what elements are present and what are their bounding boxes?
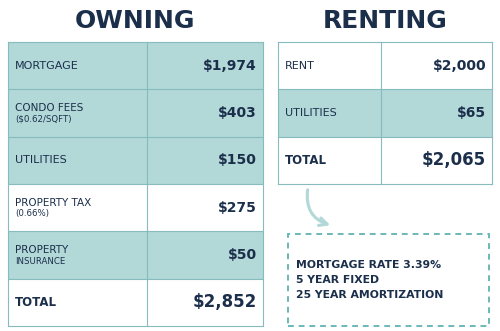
Text: $275: $275: [218, 201, 257, 215]
Text: $1,974: $1,974: [203, 59, 257, 73]
Text: $2,852: $2,852: [193, 293, 257, 311]
FancyBboxPatch shape: [288, 234, 489, 326]
Bar: [278, 42, 492, 89]
Text: TOTAL: TOTAL: [285, 154, 327, 167]
Bar: [8, 231, 263, 279]
Bar: [8, 184, 263, 231]
Bar: [8, 42, 263, 89]
FancyArrowPatch shape: [307, 190, 327, 225]
Text: $2,065: $2,065: [422, 151, 486, 169]
Text: (0.66%): (0.66%): [15, 209, 49, 218]
Text: RENTING: RENTING: [322, 9, 448, 33]
Text: TOTAL: TOTAL: [15, 296, 57, 309]
Text: UTILITIES: UTILITIES: [15, 155, 67, 165]
Text: MORTGAGE: MORTGAGE: [15, 61, 79, 71]
Text: $65: $65: [457, 106, 486, 120]
Text: PROPERTY TAX: PROPERTY TAX: [15, 198, 91, 208]
Bar: [8, 279, 263, 326]
Text: ($0.62/SQFT): ($0.62/SQFT): [15, 115, 72, 123]
Text: MORTGAGE RATE 3.39%: MORTGAGE RATE 3.39%: [296, 260, 441, 270]
Text: $50: $50: [228, 248, 257, 262]
Text: 5 YEAR FIXED: 5 YEAR FIXED: [296, 275, 379, 285]
Bar: [8, 137, 263, 184]
Bar: [278, 89, 492, 137]
Text: PROPERTY: PROPERTY: [15, 245, 68, 255]
Text: RENT: RENT: [285, 61, 315, 71]
Text: INSURANCE: INSURANCE: [15, 257, 66, 265]
Text: $150: $150: [218, 153, 257, 167]
Text: $2,000: $2,000: [432, 59, 486, 73]
Bar: [8, 89, 263, 137]
Bar: [278, 137, 492, 184]
Text: $403: $403: [218, 106, 257, 120]
Text: OWNING: OWNING: [75, 9, 196, 33]
Text: 25 YEAR AMORTIZATION: 25 YEAR AMORTIZATION: [296, 290, 444, 300]
Text: CONDO FEES: CONDO FEES: [15, 103, 84, 113]
Text: UTILITIES: UTILITIES: [285, 108, 337, 118]
